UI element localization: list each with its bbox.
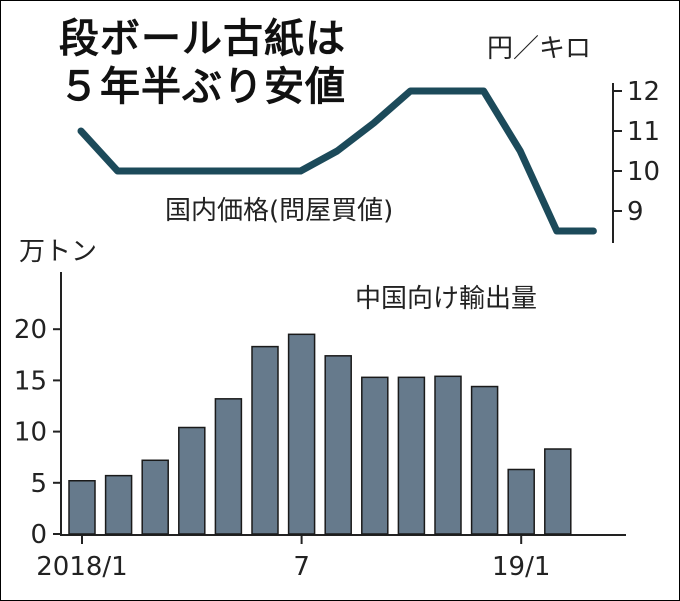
price-y-tick-label: 9 — [627, 197, 644, 227]
volume-series-label: 中国向け輸出量 — [355, 284, 538, 314]
price-series-label: 国内価格(問屋買値) — [165, 196, 394, 226]
volume-bar — [68, 480, 96, 535]
volume-bar — [470, 385, 499, 535]
volume-bar — [324, 355, 352, 535]
volume-bar — [178, 426, 206, 535]
volume-bar — [104, 474, 133, 535]
volume-y-tick-label: 20 — [14, 315, 47, 345]
volume-y-tick-label: 5 — [30, 469, 47, 499]
price-y-tick-label: 11 — [627, 117, 660, 147]
volume-x-tick-label: 2018/1 — [36, 552, 127, 582]
volume-bar — [544, 448, 572, 535]
volume-bar — [397, 376, 426, 535]
volume-bar — [141, 459, 169, 535]
volume-bar — [214, 398, 243, 535]
volume-x-tick-label: 7 — [293, 552, 310, 582]
price-unit-label: 円／キロ — [487, 34, 592, 64]
volume-bar — [251, 345, 279, 535]
price-line — [77, 87, 597, 235]
volume-y-tick-label: 0 — [30, 520, 47, 550]
volume-bar — [507, 468, 535, 535]
volume-bar — [434, 375, 462, 535]
volume-bar — [287, 333, 316, 535]
headline-line2: ５年半ぶり安値 — [59, 64, 346, 110]
headline-line1: 段ボール古紙は — [59, 16, 346, 62]
volume-bar — [361, 376, 389, 535]
price-y-tick-label: 10 — [627, 157, 660, 187]
volume-unit-label: 万トン — [19, 237, 98, 267]
price-y-tick-label: 12 — [627, 77, 660, 107]
volume-x-tick-label: 19/1 — [492, 552, 550, 582]
volume-y-tick-label: 10 — [14, 418, 47, 448]
volume-y-tick-label: 15 — [14, 366, 47, 396]
